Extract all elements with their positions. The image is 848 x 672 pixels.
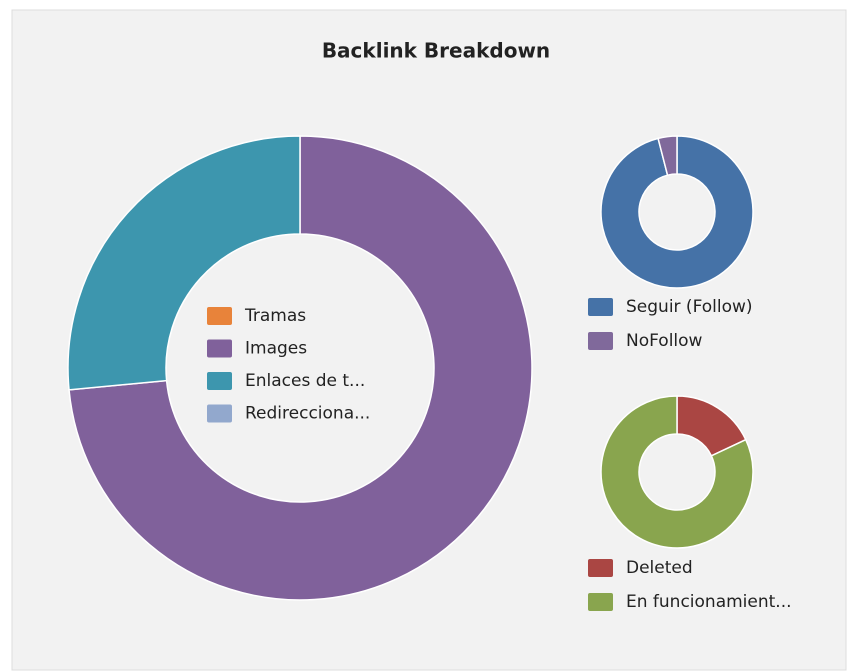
legend-label: Images: [245, 339, 307, 359]
legend-label: Seguir (Follow): [626, 297, 753, 317]
donut-segment: [600, 395, 754, 549]
legend-label: Deleted: [626, 558, 693, 578]
legend-label: Redirecciona...: [245, 404, 370, 424]
legend-swatch: [588, 298, 613, 316]
legend-swatch: [207, 372, 232, 390]
legend-label: En funcionamient...: [626, 592, 792, 612]
legend-label: Enlaces de t...: [245, 371, 365, 391]
legend-label: NoFollow: [626, 331, 703, 351]
legend-label: Tramas: [244, 306, 306, 326]
donut-segment: [67, 135, 301, 391]
donut-segment: [657, 135, 678, 177]
donut-segment: [600, 135, 754, 289]
legend-swatch: [207, 339, 232, 358]
legend-swatch: [588, 593, 613, 611]
legend-swatch: [207, 307, 232, 325]
legend-swatch: [588, 559, 613, 577]
legend-swatch: [588, 332, 613, 350]
legend-swatch: [207, 404, 232, 423]
donut-segment: [68, 135, 533, 601]
chart-title: Backlink Breakdown: [322, 39, 550, 63]
